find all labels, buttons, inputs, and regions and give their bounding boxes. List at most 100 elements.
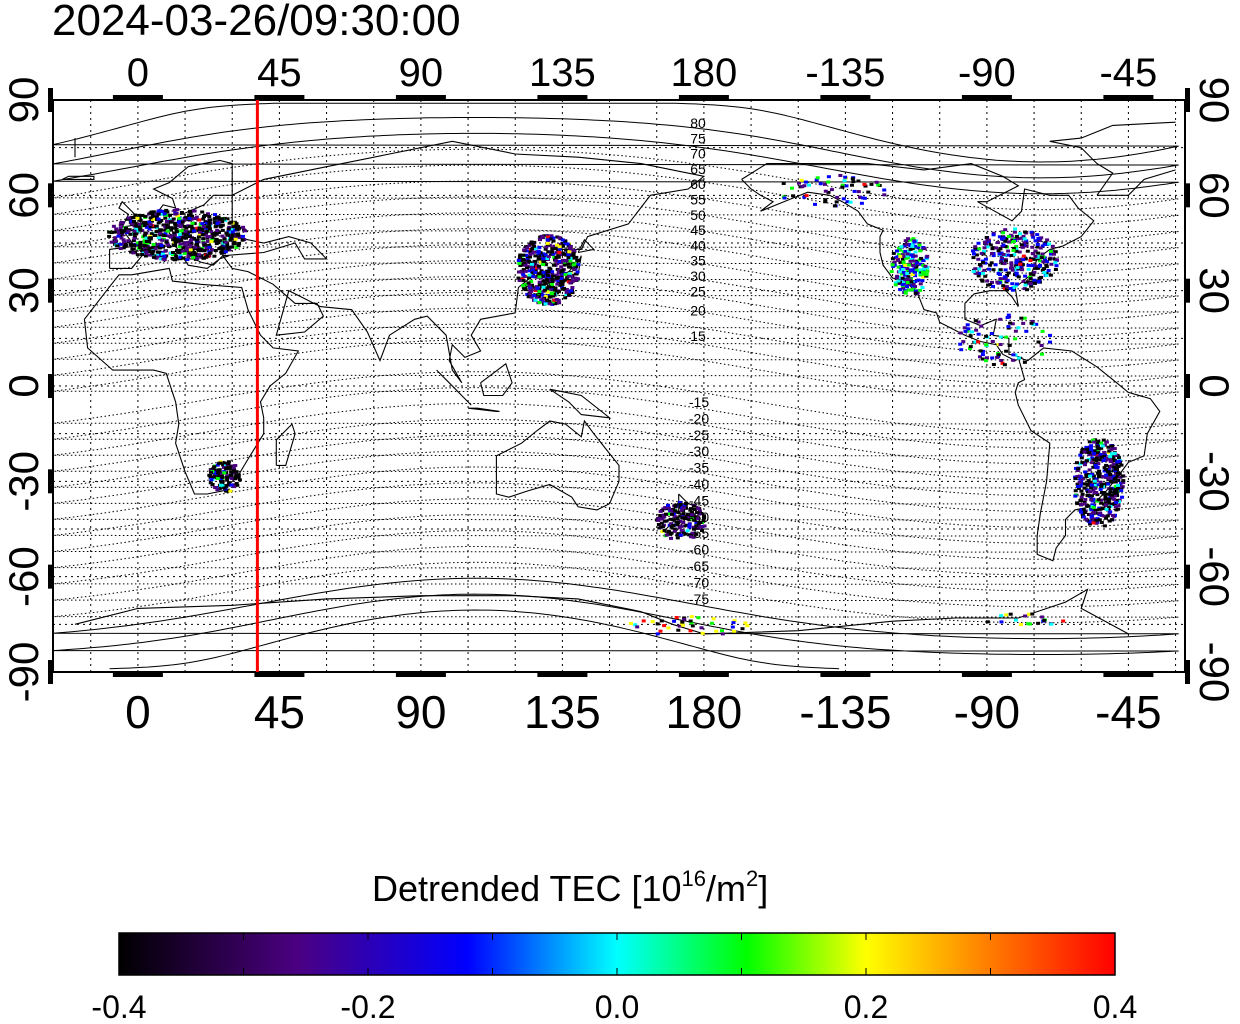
bottom-lon-label: 45 [254, 686, 305, 738]
tec-point [135, 243, 140, 247]
tec-point [207, 227, 212, 231]
colorbar-tick-label: -0.4 [91, 989, 146, 1024]
tec-point [991, 268, 996, 272]
top-longitude-labels: 0 45 90 135 180 -135 -90 -45 [127, 51, 1158, 95]
tec-point [1002, 275, 1007, 279]
tec-point [159, 244, 164, 247]
tec-point [1096, 451, 1100, 455]
tec-point [991, 363, 996, 366]
tec-point [1003, 268, 1008, 272]
tec-point [560, 238, 565, 242]
tec-point [526, 295, 531, 299]
tec-point [138, 244, 143, 248]
tec-point [982, 268, 987, 272]
tec-point [1021, 254, 1026, 258]
tec-point [681, 531, 686, 535]
tec-point [226, 483, 231, 487]
tec-point [1035, 243, 1040, 246]
tec-point [544, 286, 549, 290]
tec-point [205, 221, 209, 225]
tec-point [1079, 456, 1084, 460]
tec-point [1027, 612, 1032, 616]
tec-point [563, 278, 568, 282]
left-tick-bar [48, 374, 53, 398]
coastline [109, 159, 233, 269]
tec-point [191, 255, 196, 259]
tec-point [224, 231, 229, 235]
tec-point [225, 248, 230, 252]
tec-point [124, 243, 128, 247]
tec-point [517, 279, 522, 282]
tec-point [566, 262, 571, 266]
tec-point [1016, 356, 1021, 360]
tec-point [516, 259, 521, 262]
tec-point [1032, 263, 1037, 267]
tec-point [210, 233, 215, 236]
tec-point [981, 261, 985, 265]
tec-point [999, 255, 1004, 259]
tec-point [1014, 261, 1019, 265]
tec-point [216, 215, 221, 219]
tec-point [1004, 237, 1009, 240]
tec-point [568, 259, 573, 263]
tec-point [173, 240, 178, 244]
tec-point [1085, 488, 1090, 492]
tec-point [1088, 490, 1092, 494]
tec-point [681, 512, 686, 516]
tec-point [963, 329, 968, 333]
tec-point [137, 222, 142, 226]
tec-point [1084, 445, 1089, 449]
tec-point [1115, 494, 1120, 497]
top-tick-bar [395, 95, 446, 100]
tec-point [1023, 230, 1028, 234]
tec-point [232, 471, 237, 475]
tec-point [1018, 264, 1023, 268]
tec-point [913, 254, 918, 258]
tec-point [985, 356, 989, 360]
tec-point [682, 617, 687, 621]
tec-point [1044, 265, 1049, 269]
tec-point [208, 218, 213, 222]
tec-point [539, 235, 544, 239]
tec-point [1040, 252, 1045, 256]
tec-point [1019, 623, 1023, 627]
tec-point [107, 230, 112, 234]
tec-point [1005, 253, 1010, 257]
tec-point [684, 523, 689, 527]
tec-point [689, 511, 694, 515]
tec-point [222, 216, 227, 220]
tec-point [550, 287, 555, 291]
tec-point [148, 225, 153, 229]
tec-point [124, 226, 128, 230]
tec-point [911, 282, 916, 286]
tec-point [118, 226, 123, 230]
tec-point [168, 213, 172, 217]
tec-point [1080, 477, 1085, 481]
tec-point [541, 270, 546, 274]
tec-point [554, 298, 559, 301]
tec-point [905, 252, 910, 256]
tec-point [234, 227, 239, 231]
tec-point [1092, 483, 1097, 487]
tec-point [557, 250, 562, 254]
tec-point [541, 252, 546, 256]
tec-point [533, 269, 538, 273]
tec-point [216, 241, 221, 244]
tec-point [666, 506, 671, 510]
tec-point [214, 238, 219, 242]
right-tick-bar [1185, 374, 1190, 398]
tec-point [1021, 234, 1026, 238]
tec-point [113, 236, 118, 240]
tec-point [121, 246, 126, 250]
tec-point [891, 251, 896, 255]
coastline [74, 588, 1129, 635]
tec-point [1106, 492, 1111, 496]
tec-point [215, 488, 220, 492]
tec-point [1032, 270, 1037, 274]
tec-point [533, 247, 538, 251]
tec-point [896, 279, 901, 283]
tec-point [232, 234, 237, 237]
tec-point [974, 271, 979, 275]
tec-point [557, 245, 562, 249]
tec-point [892, 260, 897, 264]
